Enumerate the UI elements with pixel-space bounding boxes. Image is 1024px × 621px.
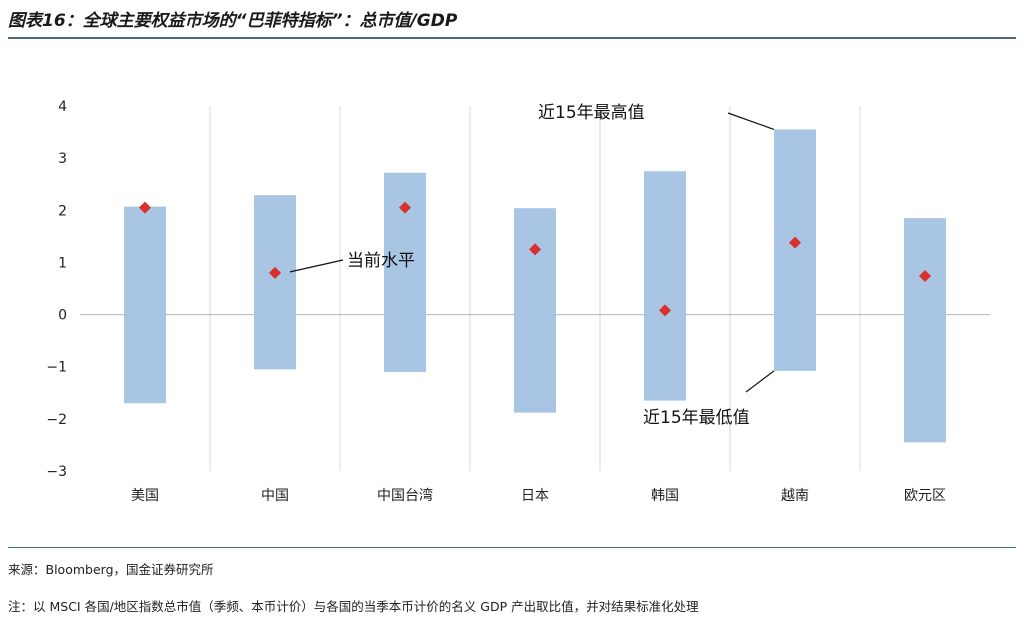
grid-layer bbox=[209, 106, 861, 471]
annotation-current: 当前水平 bbox=[347, 251, 415, 271]
range-bar bbox=[124, 206, 166, 404]
x-tick-label: 美国 bbox=[131, 488, 159, 504]
y-axis-ticks: 4 3 2 1 0 −1 −2 −3 bbox=[46, 99, 67, 480]
x-tick-label: 欧元区 bbox=[904, 488, 946, 504]
current-marker bbox=[139, 201, 151, 214]
x-tick-label: 中国 bbox=[261, 488, 289, 504]
y-tick-label: 4 bbox=[58, 99, 67, 115]
bars-layer bbox=[124, 129, 946, 443]
source-text: 来源：Bloomberg，国金证券研究所 bbox=[8, 562, 214, 577]
range-bar bbox=[904, 218, 946, 443]
high-leader-line bbox=[727, 112, 775, 131]
markers-layer bbox=[139, 201, 931, 317]
x-tick-label: 中国台湾 bbox=[377, 487, 433, 504]
range-bar bbox=[774, 129, 816, 371]
x-tick-label: 日本 bbox=[521, 488, 549, 504]
current-marker bbox=[399, 201, 411, 214]
y-tick-label: 0 bbox=[58, 308, 67, 324]
current-marker bbox=[659, 304, 671, 317]
x-tick-label: 越南 bbox=[781, 488, 809, 504]
note-text: 注：以 MSCI 各国/地区指数总市值（季频、本币计价）与各国的当季本币计价的名… bbox=[8, 599, 699, 614]
footer-divider bbox=[8, 547, 1016, 548]
current-marker bbox=[919, 269, 931, 282]
range-bar bbox=[644, 171, 686, 401]
y-tick-label: 3 bbox=[58, 151, 67, 167]
y-tick-label: 1 bbox=[58, 255, 67, 271]
x-tick-label: 韩国 bbox=[651, 488, 679, 504]
y-tick-label: −1 bbox=[46, 360, 67, 376]
range-bar bbox=[514, 208, 556, 413]
low-leader-line bbox=[745, 370, 775, 393]
chart-title: 图表16：全球主要权益市场的“巴菲特指标”：总市值/GDP bbox=[8, 11, 458, 31]
current-marker bbox=[789, 236, 801, 249]
current-marker bbox=[269, 266, 281, 279]
range-bar bbox=[254, 195, 296, 370]
current-marker bbox=[529, 243, 541, 256]
current-leader-line bbox=[289, 259, 344, 273]
y-tick-label: −2 bbox=[46, 412, 67, 428]
y-tick-label: 2 bbox=[58, 203, 67, 219]
y-tick-label: −3 bbox=[46, 464, 67, 480]
x-axis-ticks: 美国 中国 中国台湾 日本 韩国 越南 欧元区 bbox=[131, 487, 946, 504]
annotation-high: 近15年最高值 bbox=[538, 103, 645, 123]
annotation-low: 近15年最低值 bbox=[643, 408, 750, 428]
title-divider bbox=[8, 37, 1016, 39]
